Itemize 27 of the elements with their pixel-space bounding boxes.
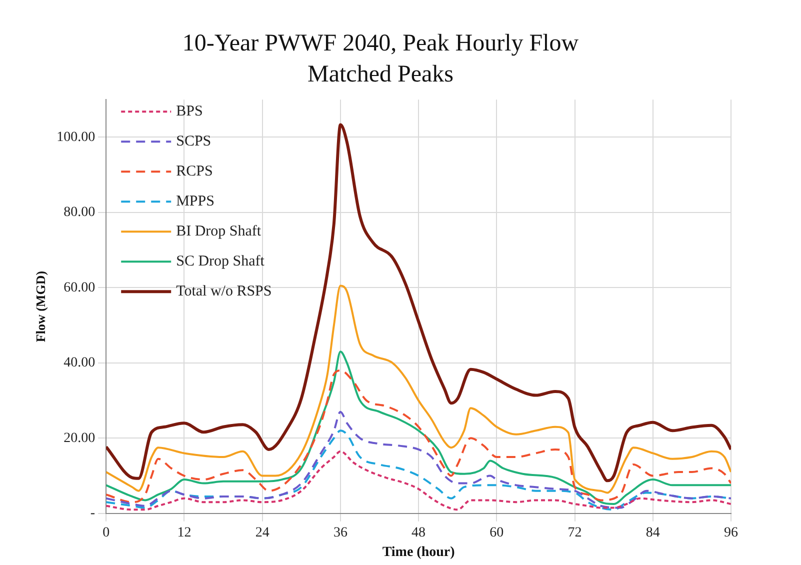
legend-label: BI Drop Shaft <box>176 224 262 240</box>
legend-label: SC Drop Shaft <box>176 254 266 270</box>
y-axis-title: Flow (MGD) <box>33 270 48 342</box>
x-tick-label: 84 <box>646 525 660 540</box>
chart-title: 10-Year PWWF 2040, Peak Hourly Flow <box>182 30 580 57</box>
x-tick-label: 24 <box>255 525 270 540</box>
y-tick-label: 80.00 <box>64 205 96 220</box>
x-tick-label: 12 <box>177 525 192 540</box>
y-tick-label: 100.00 <box>56 130 96 145</box>
chart-subtitle: Matched Peaks <box>308 61 454 88</box>
x-tick-label: 60 <box>490 525 504 540</box>
y-tick-label: - <box>90 506 96 522</box>
x-tick-label: 36 <box>333 525 348 540</box>
x-tick-label: 72 <box>568 525 582 540</box>
legend-label: BPS <box>176 104 203 120</box>
line-series <box>106 450 731 511</box>
x-tick-label: 0 <box>102 525 110 540</box>
legend-label: Total w/o RSPS <box>176 284 272 300</box>
y-tick-label: 60.00 <box>64 280 96 296</box>
y-tick-label: 20.00 <box>64 430 96 446</box>
y-tick-label: 40.00 <box>64 356 96 371</box>
x-axis-title: Time (hour) <box>382 545 456 560</box>
x-tick-label: 96 <box>724 525 738 540</box>
x-tick-label: 48 <box>412 525 426 540</box>
legend-label: SCPS <box>176 134 212 150</box>
legend-label: MPPS <box>176 194 214 210</box>
legend-label: RCPS <box>176 164 213 180</box>
